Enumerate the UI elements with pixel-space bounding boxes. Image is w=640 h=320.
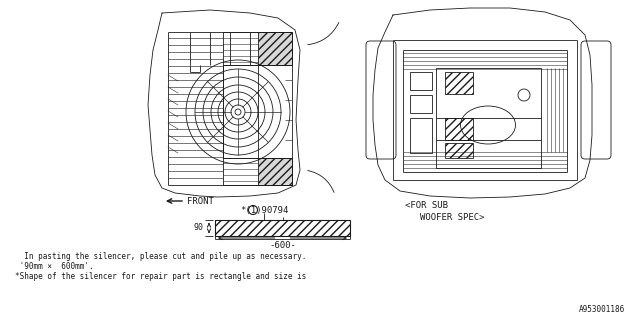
Bar	[445, 143, 473, 158]
Text: WOOFER SPEC>: WOOFER SPEC>	[420, 213, 484, 222]
Bar	[258, 32, 292, 65]
Bar	[410, 72, 432, 90]
Text: In pasting the silencer, please cut and pile up as necessary.: In pasting the silencer, please cut and …	[15, 252, 307, 261]
Text: *(1)90794: *(1)90794	[240, 205, 288, 214]
Bar	[445, 118, 473, 140]
Bar	[445, 72, 473, 94]
Bar	[410, 118, 432, 153]
Text: <FOR SUB: <FOR SUB	[405, 202, 448, 211]
Text: 90: 90	[194, 223, 204, 233]
Bar	[436, 68, 541, 168]
Bar	[410, 95, 432, 113]
Bar	[258, 158, 292, 185]
Text: FRONT: FRONT	[187, 196, 214, 205]
Text: A953001186: A953001186	[579, 305, 625, 314]
Bar	[215, 220, 350, 236]
Text: '90mm ×  600mm'.: '90mm × 600mm'.	[15, 262, 93, 271]
Bar	[223, 65, 258, 158]
Text: -600-: -600-	[269, 241, 296, 250]
Text: *Shape of the silencer for repair part is rectangle and size is: *Shape of the silencer for repair part i…	[15, 272, 307, 281]
